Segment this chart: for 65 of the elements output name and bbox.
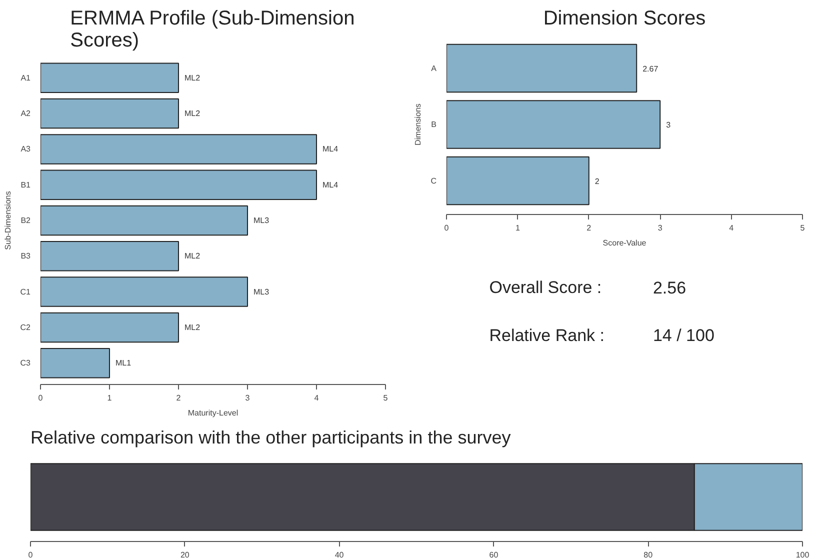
data-label: ML1 — [116, 358, 132, 368]
y-tick-label: B3 — [20, 252, 32, 261]
data-label: ML2 — [184, 73, 201, 82]
y-axis-title: Sub-Dimensions — [3, 191, 12, 250]
y-axis-title: Dimensions — [414, 104, 423, 146]
data-label: ML2 — [184, 252, 201, 261]
bar — [40, 348, 110, 378]
x-tick-label: 0 — [28, 550, 34, 560]
y-tick-label: C3 — [20, 358, 32, 368]
chart-title: Dimension Scores — [543, 8, 706, 30]
x-tick-label: 5 — [800, 224, 806, 232]
data-label: 3 — [666, 120, 672, 130]
data-label: ML2 — [184, 109, 201, 118]
data-label: ML4 — [322, 180, 339, 190]
data-label: ML2 — [184, 322, 201, 332]
y-tick-label: A3 — [20, 144, 32, 154]
x-tick-label: 40 — [334, 550, 344, 560]
y-tick-label: C2 — [20, 322, 32, 332]
x-tick-label: 2 — [176, 394, 182, 402]
bar — [40, 62, 179, 94]
y-tick-label: A2 — [20, 109, 32, 118]
y-tick-label: A1 — [20, 73, 32, 82]
x-tick-label: 2 — [586, 224, 592, 232]
x-tick-label: 3 — [658, 224, 663, 232]
bar — [446, 156, 590, 206]
bar — [40, 170, 317, 200]
bar — [40, 276, 248, 307]
x-axis-title: Maturity-Level — [188, 408, 238, 418]
x-tick-label: 80 — [644, 550, 654, 560]
bar — [40, 98, 179, 129]
text: Relative Rank : — [489, 326, 604, 345]
data-label: ML3 — [254, 287, 270, 296]
x-tick-label: 1 — [107, 394, 112, 402]
text: Overall Score : — [489, 278, 602, 297]
chart-title: ERMMA Profile (Sub-Dimension Scores) — [70, 8, 355, 52]
x-tick-label: 20 — [180, 550, 190, 560]
y-tick-label: B1 — [20, 180, 32, 190]
x-tick-label: 0 — [38, 394, 44, 402]
x-tick-label: 100 — [796, 550, 810, 560]
bar — [446, 44, 638, 93]
x-tick-label: 1 — [515, 224, 520, 232]
y-tick-label: A — [431, 64, 438, 73]
bar — [40, 134, 317, 164]
bar — [40, 205, 248, 236]
x-tick-label: 4 — [729, 224, 734, 232]
data-label: ML4 — [322, 144, 339, 154]
x-axis-title: Score-Value — [602, 238, 647, 248]
y-tick-label: C — [430, 176, 437, 186]
y-tick-label: B2 — [20, 216, 32, 225]
text: 2.56 — [652, 278, 686, 298]
data-label: 2.67 — [642, 64, 659, 74]
x-tick-label: 60 — [489, 550, 499, 560]
x-tick-label: 0 — [444, 224, 450, 232]
x-tick-label: 3 — [245, 394, 250, 402]
bar — [40, 312, 179, 343]
x-tick-label: 5 — [383, 394, 388, 402]
data-label: ML3 — [254, 216, 270, 225]
bar — [446, 100, 661, 149]
y-tick-label: B — [431, 120, 437, 129]
bar — [40, 241, 179, 272]
chart-title: Relative comparison with the other participants in the survey — [30, 428, 511, 448]
y-tick-label: C1 — [20, 287, 32, 296]
x-tick-label: 4 — [314, 394, 320, 402]
data-label: 2 — [594, 176, 600, 186]
text: 14 / 100 — [652, 326, 714, 345]
